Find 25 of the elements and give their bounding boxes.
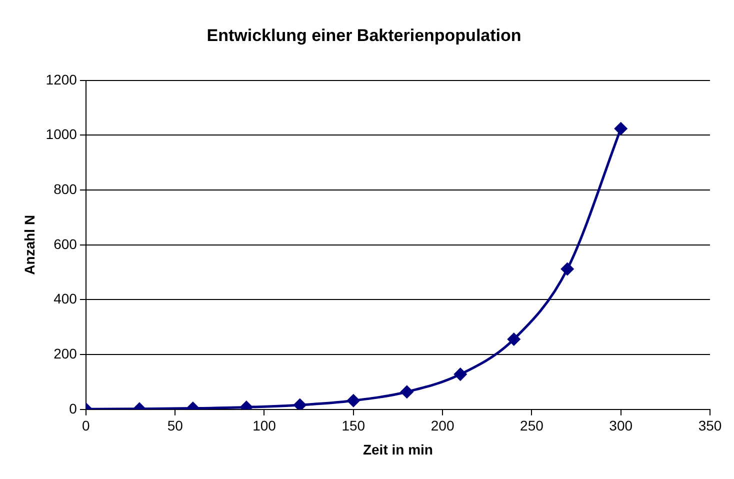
point [614, 122, 628, 135]
point [294, 398, 306, 410]
x-tick-label: 150 [342, 418, 366, 434]
y-tick-label: 1000 [46, 126, 78, 142]
y-tick-label: 200 [54, 345, 78, 362]
x-tick-label: 250 [520, 418, 544, 434]
y-tick-label: 1200 [46, 71, 78, 88]
y-tick-label: 800 [54, 180, 78, 197]
point [400, 386, 414, 398]
y-axis-title: Anzahl N [21, 214, 38, 275]
y-tick-label: 400 [54, 290, 78, 307]
x-tick-label: 200 [430, 418, 454, 434]
x-axis-title: Zeit in min [362, 441, 433, 458]
point [508, 332, 520, 346]
x-tick-label: 0 [82, 418, 90, 434]
chart-title: Entwicklung einer Bakterienpopulation [206, 26, 522, 45]
x-tick-label: 100 [252, 418, 276, 434]
x-tick-label: 350 [698, 418, 722, 434]
y-tick-label: 600 [54, 236, 78, 252]
x-tick-label: 300 [609, 418, 633, 434]
point [454, 368, 467, 381]
point [347, 394, 360, 407]
x-tick-label: 50 [167, 418, 184, 434]
point [561, 262, 574, 276]
y-tick-label: 0 [69, 400, 78, 416]
